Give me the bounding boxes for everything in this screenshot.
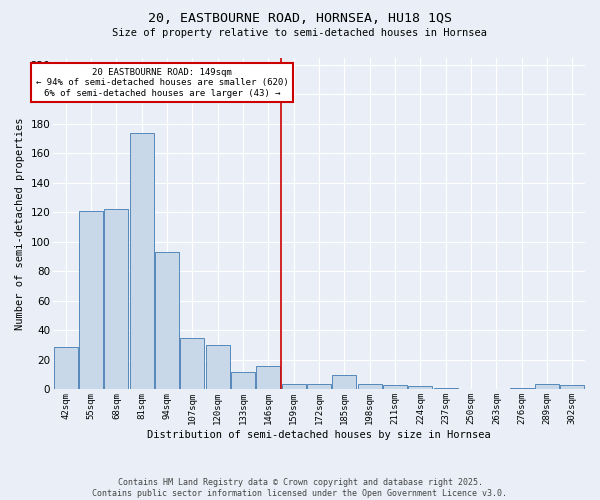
Bar	[256, 366, 280, 390]
Bar	[560, 385, 584, 390]
X-axis label: Distribution of semi-detached houses by size in Hornsea: Distribution of semi-detached houses by …	[147, 430, 491, 440]
Bar	[332, 374, 356, 390]
Text: 20, EASTBOURNE ROAD, HORNSEA, HU18 1QS: 20, EASTBOURNE ROAD, HORNSEA, HU18 1QS	[148, 12, 452, 26]
Bar	[54, 346, 78, 390]
Bar	[104, 210, 128, 390]
Bar	[281, 384, 306, 390]
Text: Contains HM Land Registry data © Crown copyright and database right 2025.
Contai: Contains HM Land Registry data © Crown c…	[92, 478, 508, 498]
Text: Size of property relative to semi-detached houses in Hornsea: Size of property relative to semi-detach…	[113, 28, 487, 38]
Bar	[130, 132, 154, 390]
Bar	[155, 252, 179, 390]
Bar	[181, 338, 205, 390]
Y-axis label: Number of semi-detached properties: Number of semi-detached properties	[15, 117, 25, 330]
Text: 20 EASTBOURNE ROAD: 149sqm
← 94% of semi-detached houses are smaller (620)
6% of: 20 EASTBOURNE ROAD: 149sqm ← 94% of semi…	[35, 68, 289, 98]
Bar	[206, 345, 230, 390]
Bar	[307, 384, 331, 390]
Bar	[79, 211, 103, 390]
Bar	[358, 384, 382, 390]
Bar	[509, 388, 534, 390]
Bar	[409, 386, 433, 390]
Bar	[383, 385, 407, 390]
Bar	[434, 388, 458, 390]
Bar	[535, 384, 559, 390]
Bar	[231, 372, 255, 390]
